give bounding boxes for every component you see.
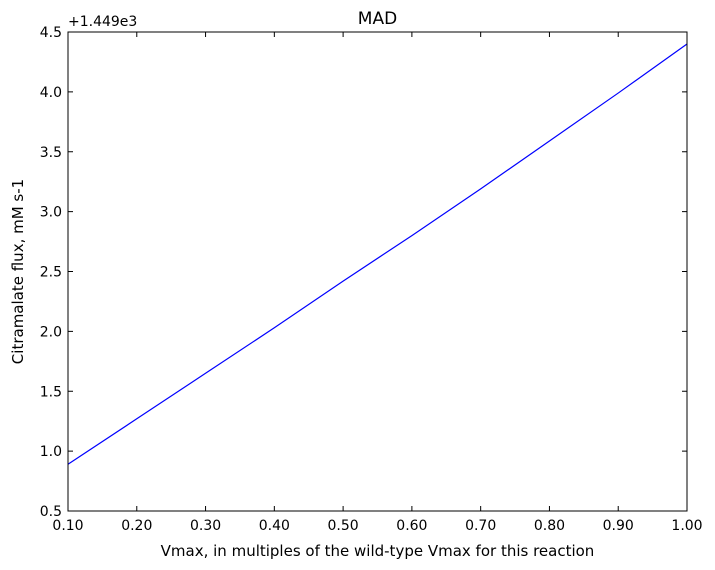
y-axis: 0.5 1.0 1.5 2.0 2.5 3.0 3.5 4.0 4.5 [40,25,687,520]
y-tick-label: 3.5 [40,145,62,161]
x-tick-label: 0.50 [328,518,359,534]
x-tick-label: 0.30 [190,518,221,534]
y-tick-label: 4.5 [40,25,62,41]
x-tick-label: 0.40 [259,518,290,534]
x-tick-label: 0.90 [603,518,634,534]
y-tick-label: 1.0 [40,444,62,460]
y-tick-label: 0.5 [40,504,62,520]
x-tick-label: 0.60 [396,518,427,534]
x-tick-label: 1.00 [671,518,702,534]
x-axis: 0.10 0.20 0.30 0.40 0.50 0.60 0.70 0.80 0.90 1.00 [52,32,703,534]
series-layer [67,43,688,465]
series-line [67,43,688,465]
y-axis-title: Citramalate flux, mM s-1 [9,179,27,364]
y-offset-label: +1.449e3 [68,14,137,30]
x-axis-title: Vmax, in multiples of the wild-type Vmax… [161,542,595,560]
y-tick-label: 2.5 [40,265,62,281]
y-tick-label: 2.0 [40,324,62,340]
y-tick-label: 1.5 [40,384,62,400]
x-tick-label: 0.10 [52,518,83,534]
x-tick-label: 0.20 [121,518,152,534]
x-tick-label: 0.70 [465,518,496,534]
plot-frame [67,31,688,512]
y-tick-label: 3.0 [40,205,62,221]
x-tick-label: 0.80 [534,518,565,534]
chart-title: MAD [358,9,397,29]
y-tick-label: 4.0 [40,85,62,101]
